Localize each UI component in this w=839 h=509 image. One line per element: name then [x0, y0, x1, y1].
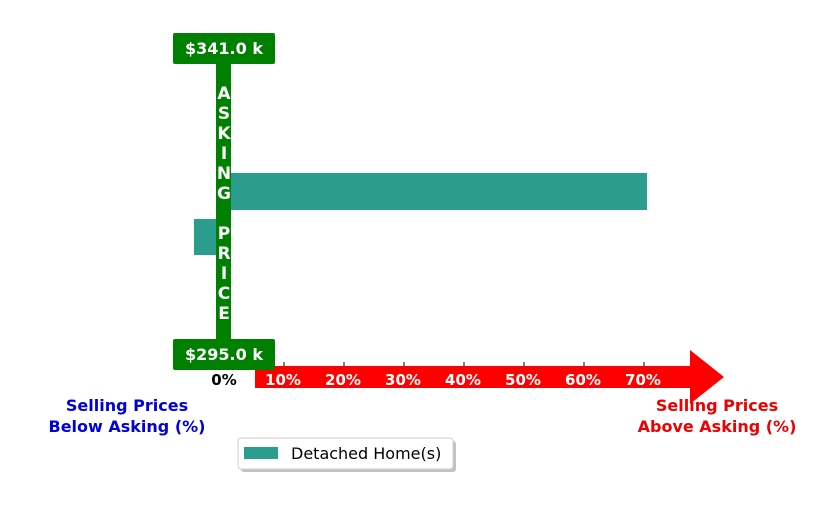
- asking-price-high: $341.0 k: [185, 39, 263, 58]
- asking-letter: C: [218, 284, 230, 304]
- x-tick-label: 70%: [625, 371, 661, 389]
- asking-letter: K: [217, 124, 231, 144]
- asking-price-bar: [216, 60, 231, 342]
- x-tick-labels: 0% 10% 20% 30% 40% 50% 60% 70%: [211, 362, 661, 389]
- above-asking-label-line1: Selling Prices: [656, 396, 778, 415]
- asking-letter: A: [217, 84, 231, 104]
- x-tick-label: 40%: [445, 371, 481, 389]
- above-asking-arrow: [255, 350, 724, 404]
- above-asking-label-line2: Above Asking (%): [638, 417, 797, 436]
- below-asking-label-line2: Below Asking (%): [49, 417, 206, 436]
- x-tick-label: 30%: [385, 371, 421, 389]
- asking-letter: I: [221, 144, 227, 164]
- asking-price-low: $295.0 k: [185, 345, 263, 364]
- asking-letter: N: [217, 164, 231, 184]
- legend-swatch: [244, 447, 278, 459]
- x-tick-label: 50%: [505, 371, 541, 389]
- asking-price-high-box: [173, 33, 275, 64]
- asking-letter: P: [218, 224, 230, 244]
- asking-letter: G: [217, 184, 231, 204]
- asking-letter: S: [218, 104, 230, 124]
- legend: Detached Home(s): [237, 437, 456, 472]
- bar-1: [224, 173, 647, 210]
- asking-price-low-box: [173, 339, 275, 370]
- asking-letter: R: [217, 244, 230, 264]
- x-tick-label: 0%: [211, 371, 236, 389]
- x-tick-label: 20%: [325, 371, 361, 389]
- asking-letter: I: [221, 264, 227, 284]
- below-asking-label-line1: Selling Prices: [66, 396, 188, 415]
- asking-letter: E: [218, 304, 230, 324]
- bars: [194, 173, 647, 255]
- x-tick-label: 10%: [265, 371, 301, 389]
- x-tick-label: 60%: [565, 371, 601, 389]
- legend-entry: Detached Home(s): [291, 444, 441, 463]
